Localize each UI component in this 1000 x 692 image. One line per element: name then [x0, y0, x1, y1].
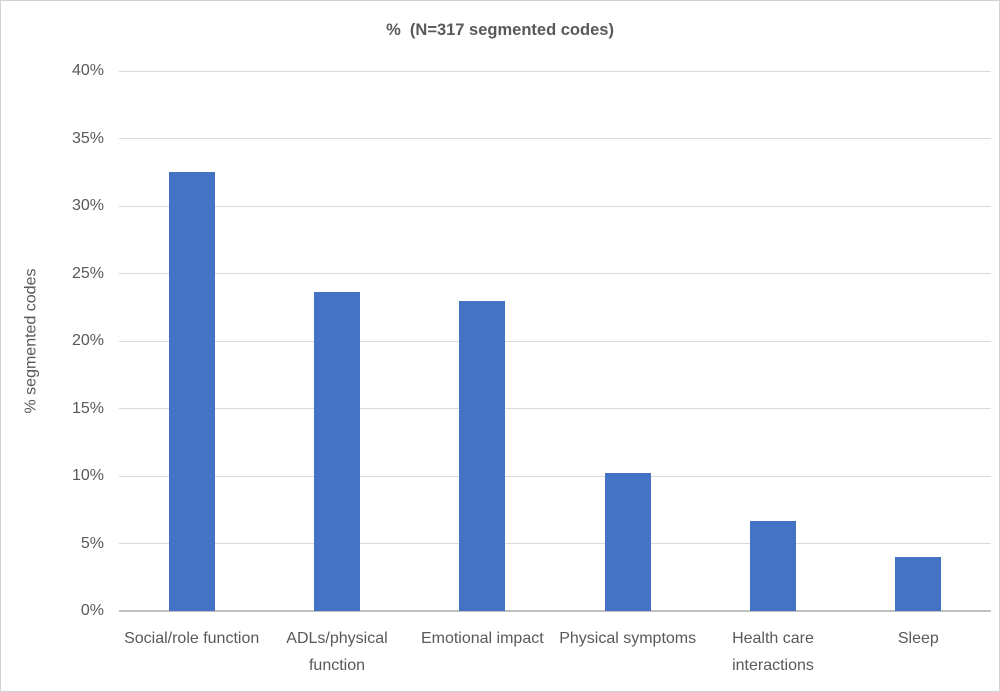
- y-axis-tick-label: 5%: [80, 534, 104, 552]
- x-axis-label: ADLs/physical function: [286, 630, 388, 674]
- x-axis-label: Sleep: [897, 630, 939, 647]
- y-axis-tick-label: 40%: [71, 62, 104, 79]
- plot-area: [119, 70, 991, 612]
- y-axis-tick-label: 10%: [71, 467, 104, 484]
- gridline: [119, 138, 991, 139]
- x-axis-label: Emotional impact: [420, 630, 544, 647]
- bar-sleep: [895, 557, 942, 611]
- gridline: [119, 475, 991, 477]
- y-axis-tick-label: 0%: [80, 602, 104, 619]
- y-axis-tick-label: 25%: [71, 264, 104, 282]
- y-axis-tick-label: 30%: [71, 197, 104, 214]
- x-axis-label: Social/role function: [124, 630, 260, 647]
- x-axis-line: [119, 610, 991, 612]
- gridline: [119, 70, 991, 72]
- y-axis-tick-label: 20%: [71, 332, 104, 349]
- y-axis-tick-label: 15%: [71, 399, 104, 417]
- gridline: [119, 205, 991, 207]
- gridline: [119, 543, 991, 544]
- x-axis-label: Health care interactions: [732, 630, 814, 674]
- bar-emotional-impact: [459, 300, 506, 611]
- chart-title: % (N=317 segmented codes): [386, 21, 614, 39]
- bar-social-role-function: [168, 172, 215, 611]
- x-axis-label: Physical symptoms: [559, 630, 697, 647]
- bar-adls-physical-function: [314, 292, 360, 611]
- y-axis-tick-label: 35%: [71, 129, 104, 147]
- gridline: [119, 273, 991, 274]
- bar-health-care-interactions: [750, 520, 796, 611]
- bar-physical-symptoms: [604, 473, 651, 611]
- gridline: [119, 408, 991, 409]
- gridline: [119, 340, 991, 342]
